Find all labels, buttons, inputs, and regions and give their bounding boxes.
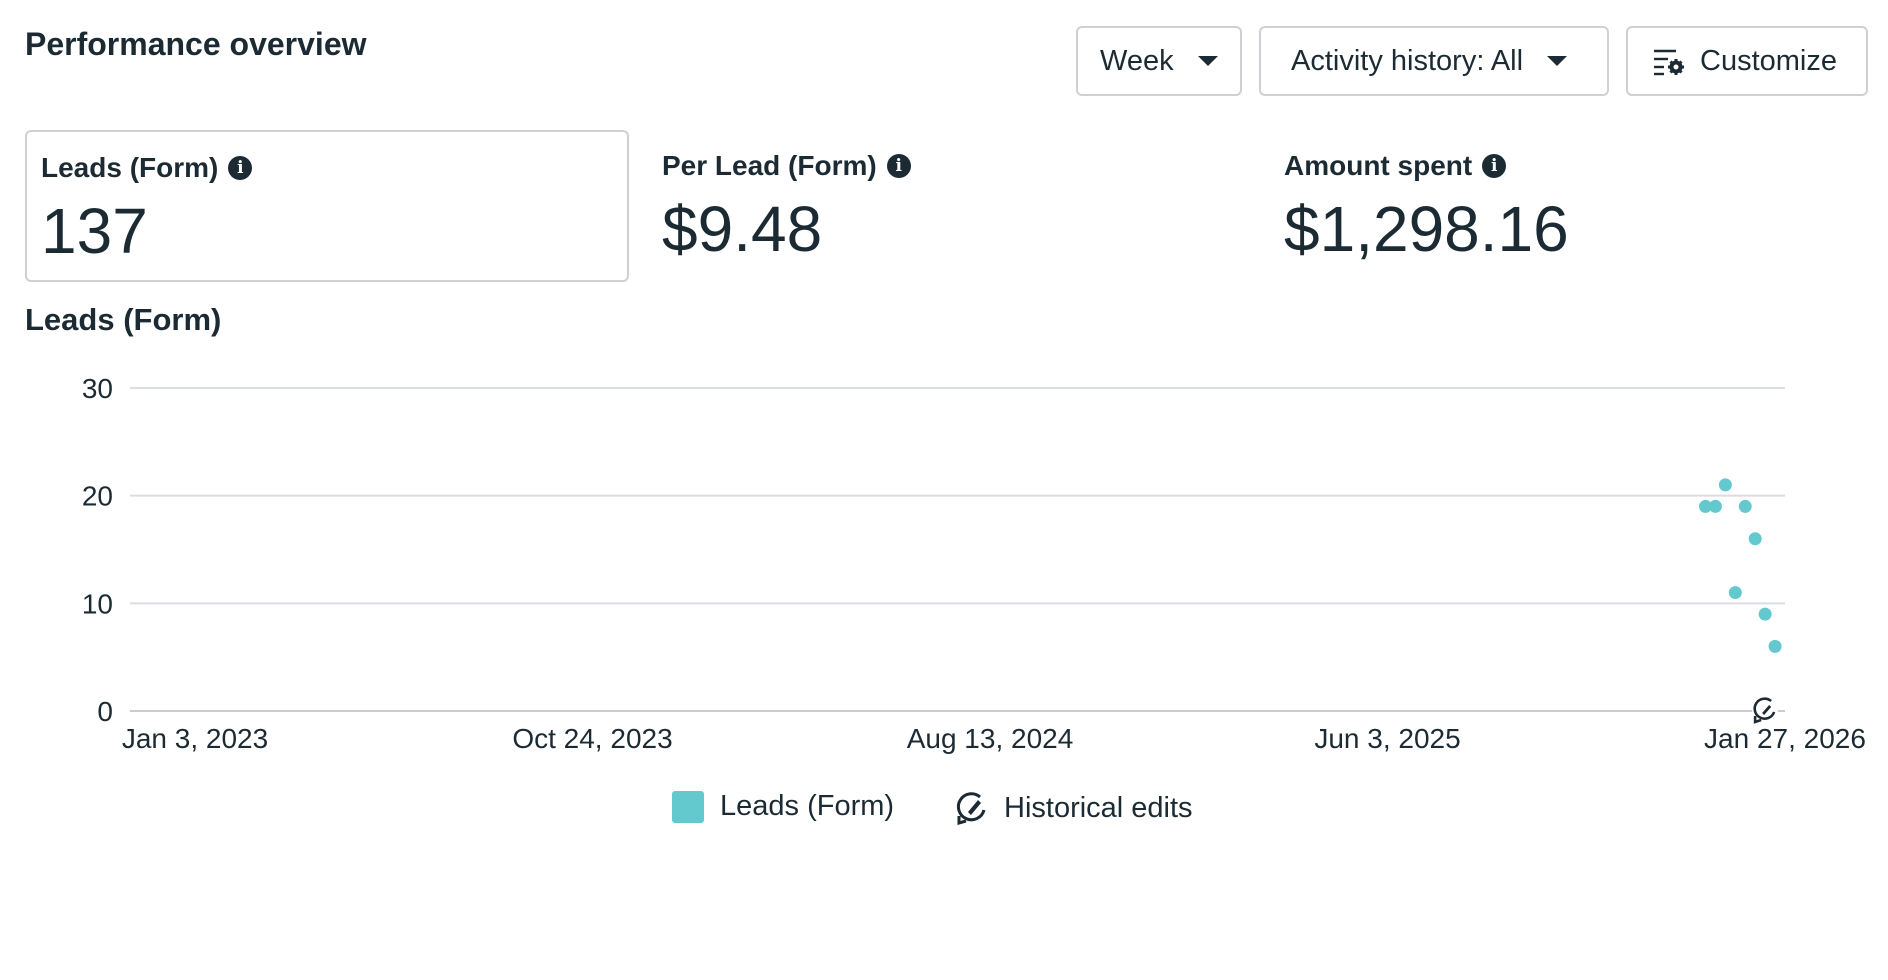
- metric-label: Amount spent: [1284, 150, 1473, 181]
- week-dropdown-label: Week: [1100, 44, 1174, 77]
- info-icon[interactable]: i: [228, 156, 253, 180]
- leads-scatter-chart: 0 10 20 30 Jan 3, 2023 Oct 24, 2023 Aug 13, 20…: [82, 373, 1866, 754]
- activity-history-label: Activity history: All: [1291, 44, 1524, 77]
- historical-edit-marker-icon[interactable]: [1752, 697, 1779, 724]
- activity-history-dropdown[interactable]: Activity history: All: [1259, 26, 1609, 96]
- metric-label: Leads (Form): [41, 152, 219, 183]
- y-tick-label: 0: [97, 696, 113, 727]
- metric-label: Per Lead (Form): [662, 150, 877, 181]
- customize-label: Customize: [1700, 44, 1837, 77]
- page-title: Performance overview: [25, 26, 367, 62]
- historical-edits-icon: [956, 792, 986, 825]
- x-tick-label: Jan 27, 2026: [1704, 723, 1866, 754]
- legend-swatch: [672, 790, 704, 823]
- x-tick-label: Jan 3, 2023: [122, 723, 268, 754]
- data-point: [1699, 499, 1712, 513]
- customize-button[interactable]: Customize: [1626, 26, 1868, 96]
- customize-settings-icon: [1654, 49, 1684, 76]
- metric-card-leads[interactable]: Leads (Form) i 137: [25, 130, 629, 282]
- chart-title: Leads (Form): [25, 302, 222, 337]
- caret-down-icon: [1197, 56, 1218, 66]
- legend-historical-edits[interactable]: Historical edits: [954, 790, 1193, 826]
- metric-value: $9.48: [662, 193, 823, 265]
- info-icon[interactable]: i: [1482, 154, 1507, 178]
- caret-down-icon: [1547, 56, 1568, 66]
- metric-card-per-lead[interactable]: Per Lead (Form) i $9.48: [648, 130, 1248, 282]
- legend-leads[interactable]: Leads (Form): [672, 790, 894, 823]
- data-point: [1738, 499, 1752, 513]
- y-tick-label: 10: [82, 588, 113, 619]
- metric-label-row: Per Lead (Form) i: [662, 150, 911, 182]
- data-point: [1718, 478, 1732, 492]
- data-point: [1758, 607, 1772, 621]
- metric-value: 137: [41, 195, 148, 267]
- info-icon[interactable]: i: [886, 154, 911, 178]
- metric-label-row: Leads (Form) i: [41, 152, 253, 184]
- y-tick-label: 20: [82, 481, 113, 512]
- data-point: [1708, 499, 1722, 513]
- metric-card-amount-spent[interactable]: Amount spent i $1,298.16: [1270, 130, 1870, 282]
- data-point: [1748, 532, 1762, 546]
- data-point: [1768, 639, 1782, 653]
- x-tick-label: Jun 3, 2025: [1314, 723, 1460, 754]
- data-point: [1728, 586, 1742, 600]
- y-tick-label: 30: [82, 373, 113, 404]
- week-dropdown[interactable]: Week: [1076, 26, 1242, 96]
- x-tick-label: Aug 13, 2024: [907, 723, 1074, 754]
- metric-label-row: Amount spent i: [1284, 150, 1507, 182]
- legend-edits-label: Historical edits: [1004, 791, 1193, 824]
- metric-value: $1,298.16: [1284, 193, 1569, 265]
- legend-leads-label: Leads (Form): [720, 790, 895, 822]
- x-tick-label: Oct 24, 2023: [512, 723, 672, 754]
